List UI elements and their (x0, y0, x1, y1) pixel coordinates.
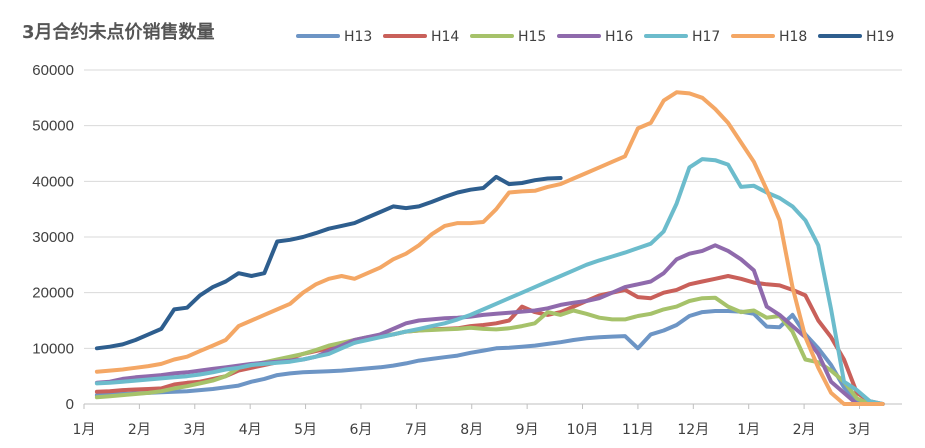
series-line-h13 (94, 309, 885, 406)
x-tick-label: 7月 (405, 422, 428, 438)
x-tick-label: 12月 (677, 422, 709, 438)
x-tick-label: 5月 (294, 422, 317, 438)
x-tick-label: 8月 (460, 422, 483, 438)
y-tick-label: 40000 (32, 173, 74, 190)
y-tick-label: 50000 (32, 118, 74, 135)
legend-label-h15: H15 (518, 29, 546, 45)
legend-label-h16: H16 (605, 29, 633, 45)
y-tick-label: 0 (66, 396, 74, 413)
x-tick-label: 9月 (516, 422, 539, 438)
legend-label-h13: H13 (344, 29, 372, 45)
y-tick-label: 10000 (32, 340, 74, 357)
series-line-h17 (94, 157, 885, 406)
legend-label-h18: H18 (779, 29, 807, 45)
y-axis-ticks: 0 10000 20000 30000 40000 50000 60000 (32, 62, 74, 413)
x-tick-label: 1月 (73, 422, 96, 438)
legend-label-h17: H17 (692, 29, 720, 45)
series-line-h15 (94, 295, 885, 406)
series-lines (94, 90, 885, 406)
x-tick-label: 10月 (567, 422, 599, 438)
legend-label-h19: H19 (866, 29, 894, 45)
chart-title: 3月合约未点价销售数量 (22, 21, 215, 43)
x-tick-label: 11月 (622, 422, 654, 438)
x-axis-ticks: 1月 2月 3月 4月 5月 6月 7月 8月 9月 10月 11月 12月 1月 2月 3月 (73, 404, 871, 438)
legend-label-h14: H14 (431, 29, 459, 45)
x-tick-label: 4月 (239, 422, 262, 438)
y-tick-label: 30000 (32, 229, 74, 246)
x-tick-label: 2月 (128, 422, 151, 438)
x-tick-label: 2月 (793, 422, 816, 438)
series-line-h18 (94, 90, 885, 406)
x-tick-label: 6月 (349, 422, 372, 438)
x-tick-label: 3月 (848, 422, 871, 438)
grid (84, 69, 902, 405)
series-line-h19 (94, 174, 563, 351)
y-tick-label: 60000 (32, 62, 74, 79)
series-line-h16 (94, 243, 885, 406)
x-tick-label: 1月 (737, 422, 760, 438)
y-tick-label: 20000 (32, 285, 74, 302)
series-line-h14 (94, 274, 885, 406)
legend: H13 H14 H15 H16 H17 H18 H19 (296, 29, 894, 45)
x-tick-label: 3月 (183, 422, 206, 438)
